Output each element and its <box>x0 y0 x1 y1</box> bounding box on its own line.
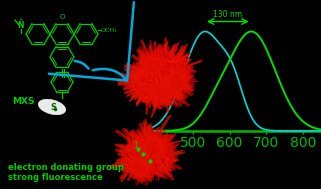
Text: OCH₃: OCH₃ <box>101 28 117 33</box>
Text: MXS: MXS <box>12 97 34 105</box>
Text: +: + <box>19 17 23 22</box>
Text: electron donating group: electron donating group <box>8 163 124 171</box>
Text: N: N <box>18 22 24 30</box>
Polygon shape <box>162 63 198 106</box>
Polygon shape <box>138 40 172 83</box>
Polygon shape <box>116 115 178 180</box>
Polygon shape <box>134 125 179 170</box>
Ellipse shape <box>38 99 65 115</box>
Polygon shape <box>140 37 203 95</box>
Polygon shape <box>124 149 158 185</box>
Polygon shape <box>124 40 193 106</box>
Text: 130 nm: 130 nm <box>213 10 242 19</box>
Polygon shape <box>141 65 190 117</box>
Polygon shape <box>124 42 191 107</box>
Polygon shape <box>123 150 156 185</box>
Polygon shape <box>138 42 170 84</box>
Polygon shape <box>160 65 196 107</box>
Polygon shape <box>135 124 182 169</box>
Text: O: O <box>59 14 65 20</box>
Polygon shape <box>117 47 182 114</box>
Polygon shape <box>140 66 188 118</box>
Polygon shape <box>108 129 167 184</box>
Polygon shape <box>114 117 176 180</box>
Polygon shape <box>107 130 165 184</box>
Polygon shape <box>117 49 180 115</box>
Polygon shape <box>132 134 183 180</box>
Polygon shape <box>134 133 185 180</box>
Polygon shape <box>139 40 201 96</box>
Text: S: S <box>50 102 56 112</box>
Text: 1: 1 <box>133 142 138 150</box>
Text: strong fluorescence: strong fluorescence <box>8 173 103 181</box>
